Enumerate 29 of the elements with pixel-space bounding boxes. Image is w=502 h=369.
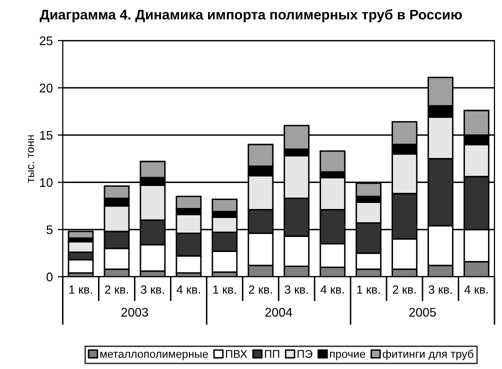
y-tick-label: 0 — [46, 272, 53, 282]
chart-title: Диаграмма 4. Динамика импорта полимерных труб в Россию — [40, 9, 462, 22]
x-tick-label: 3 кв. — [140, 285, 164, 294]
y-axis-title: тыс. тонн — [28, 135, 34, 183]
y-tick-label: 10 — [40, 178, 53, 187]
x-tick-label: 1 кв. — [69, 286, 92, 294]
y-tick-label: 5 — [46, 225, 53, 234]
text: 2005 — [409, 308, 436, 317]
x-tick-label: 4 кв. — [464, 286, 488, 294]
legend-label: ПП — [264, 350, 280, 358]
x-tick-label: 1 кв. — [213, 286, 236, 294]
x-tick-label: 3 кв. — [284, 285, 308, 294]
y-tick-label: 15 — [40, 130, 53, 140]
legend-label: прочие — [330, 352, 366, 360]
legend-label: ПЭ — [298, 350, 312, 358]
x-tick-label: 4 кв. — [176, 286, 200, 294]
x-tick-label: 2 кв. — [248, 285, 272, 294]
x-tick-label: 4 кв. — [320, 286, 344, 294]
x-tick-label: 3 кв. — [428, 285, 452, 294]
legend-label: фитинги для труб — [382, 350, 474, 360]
x-tick-label: 2 кв. — [105, 285, 128, 294]
y-tick-label: 25 — [40, 36, 53, 46]
text: 2004 — [265, 308, 292, 317]
legend-label: металлополимерные — [100, 352, 208, 360]
x-tick-label: 2 кв. — [392, 285, 416, 294]
y-tick-label: 20 — [40, 84, 53, 92]
text: 2003 — [121, 308, 148, 317]
legend-label: ПВХ — [226, 350, 248, 358]
x-tick-label: 1 кв. — [357, 286, 380, 294]
